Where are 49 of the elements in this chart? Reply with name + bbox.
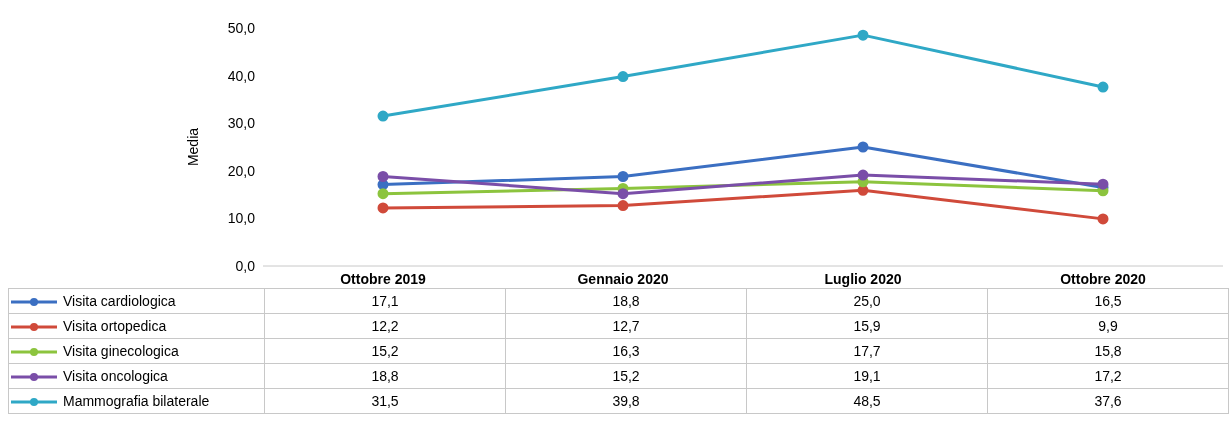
point: [1097, 213, 1109, 225]
legend-label: Mammografia bilaterale: [8, 388, 265, 414]
point: [617, 71, 629, 83]
data-label: 31,5: [264, 388, 506, 414]
data-label: 18,8: [505, 288, 747, 314]
data-label: 15,2: [505, 363, 747, 389]
data-label: 9,9: [987, 313, 1229, 339]
y-axis-title: Media: [184, 127, 201, 167]
data-label: 25,0: [746, 288, 988, 314]
data-label: 17,7: [746, 338, 988, 364]
data-label: 12,7: [505, 313, 747, 339]
y-tick-label: 50,0: [227, 19, 256, 36]
y-tick-label: 0,0: [235, 257, 256, 274]
legend-label: Visita oncologica: [8, 363, 265, 389]
point: [377, 171, 389, 183]
y-tick-label: 30,0: [227, 115, 256, 132]
x-tick-label: Ottobre 2020: [1060, 270, 1146, 287]
point: [617, 188, 629, 200]
data-label: 16,3: [505, 338, 747, 364]
x-tick-label: Ottobre 2019: [340, 270, 426, 287]
data-label: 17,1: [264, 288, 506, 314]
point: [377, 188, 389, 200]
data-label: 15,9: [746, 313, 988, 339]
point: [617, 171, 629, 183]
legend-label: Visita ginecologica: [8, 338, 265, 364]
y-tick-label: 10,0: [227, 210, 256, 227]
y-tick-label: 20,0: [227, 162, 256, 179]
data-label: 18,8: [264, 363, 506, 389]
data-label: 16,5: [987, 288, 1229, 314]
point: [377, 110, 389, 122]
data-label: 48,5: [746, 388, 988, 414]
data-label: 15,2: [264, 338, 506, 364]
legend-label: Visita cardiologica: [8, 288, 265, 314]
point: [617, 200, 629, 212]
y-tick-label: 40,0: [227, 67, 256, 84]
point: [857, 29, 869, 41]
point: [857, 169, 869, 181]
data-label: 19,1: [746, 363, 988, 389]
data-label: 12,2: [264, 313, 506, 339]
point: [857, 141, 869, 153]
point: [377, 202, 389, 214]
point: [1097, 81, 1109, 93]
data-label: 17,2: [987, 363, 1229, 389]
data-label: 37,6: [987, 388, 1229, 414]
data-label: 39,8: [505, 388, 747, 414]
x-tick-label: Gennaio 2020: [577, 270, 669, 287]
legend-label: Visita ortopedica: [8, 313, 265, 339]
data-label: 15,8: [987, 338, 1229, 364]
x-tick-label: Luglio 2020: [824, 270, 902, 287]
